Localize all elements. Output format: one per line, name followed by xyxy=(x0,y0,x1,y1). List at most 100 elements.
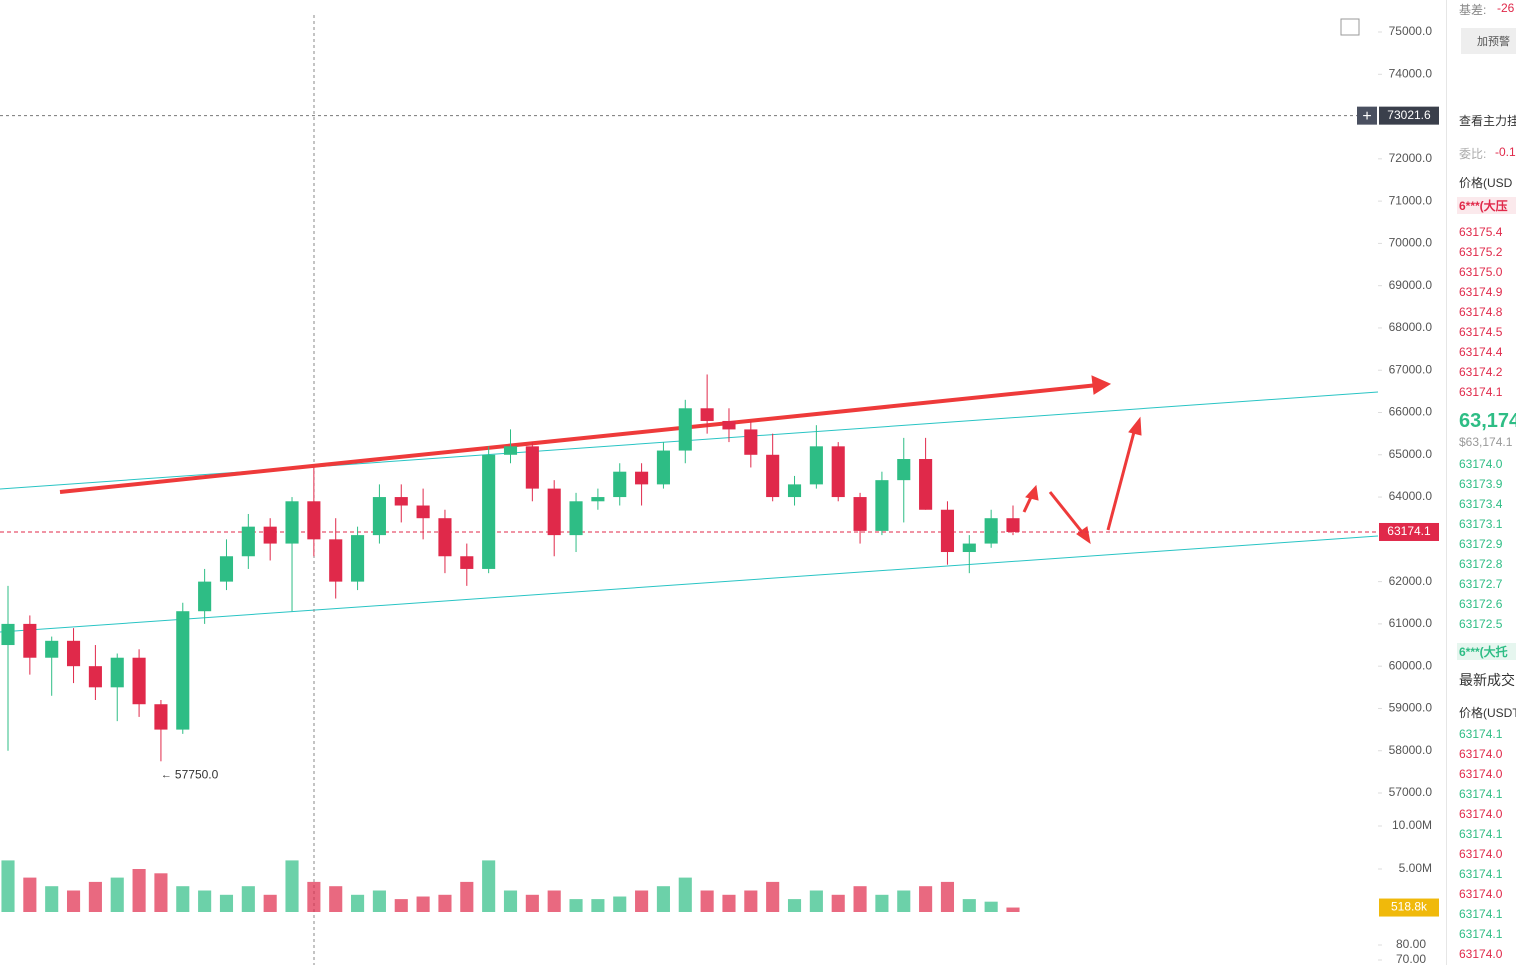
trades-title: 最新成交 xyxy=(1459,672,1515,688)
candle-body xyxy=(897,459,911,481)
candle-body xyxy=(285,501,299,544)
candle-body xyxy=(66,640,81,667)
bid-wall: 6***(大托 xyxy=(1457,643,1516,660)
y-tick-label: 60000.0 xyxy=(1389,658,1433,672)
volume-bar xyxy=(766,881,780,912)
volume-bar xyxy=(1,860,15,912)
volume-bar xyxy=(198,890,212,912)
candle-body xyxy=(460,556,474,569)
candle-body xyxy=(919,459,933,510)
trade-price: 63174.1 xyxy=(1459,907,1503,921)
candle-body xyxy=(722,420,736,430)
volume-tick-label: 5.00M xyxy=(1399,861,1432,875)
y-tick-label: 64000.0 xyxy=(1389,489,1433,503)
trade-price: 63174.1 xyxy=(1459,867,1503,881)
y-tick-label: 69000.0 xyxy=(1389,278,1433,292)
volume-bar xyxy=(787,899,802,912)
candle-body xyxy=(503,446,518,455)
volume-bar xyxy=(569,899,583,912)
y-tick-label: 66000.0 xyxy=(1389,405,1433,419)
candle-body xyxy=(219,556,234,582)
trade-price: 63174.0 xyxy=(1459,887,1503,901)
candle-body xyxy=(394,497,408,506)
volume-bar xyxy=(831,894,845,912)
volume-bar xyxy=(897,890,911,912)
candle-body xyxy=(1006,518,1020,532)
fullscreen-icon[interactable] xyxy=(1340,18,1360,36)
ask-price: 63174.9 xyxy=(1459,285,1503,299)
candle-body xyxy=(940,509,955,553)
volume-bar xyxy=(307,881,321,912)
candle-body xyxy=(613,471,627,498)
order-panel: 基差: -26 加预警 查看主力挂 委比: -0.1 价格(USD 6***(大压 63175.… xyxy=(1446,0,1516,965)
volume-tag xyxy=(1379,898,1439,917)
trade-price: 63174.0 xyxy=(1459,947,1503,961)
candle-body xyxy=(176,611,190,730)
bid-price: 63172.7 xyxy=(1459,577,1503,591)
candle-body xyxy=(635,471,649,485)
volume-bar xyxy=(482,860,496,912)
volume-bar xyxy=(372,890,386,912)
volume-bar xyxy=(591,899,605,912)
candle-body xyxy=(416,505,430,519)
volume-bar xyxy=(66,890,81,912)
volume-bar xyxy=(45,886,59,912)
plus-icon: + xyxy=(1362,108,1371,125)
volume-bar xyxy=(88,881,102,912)
candle-body xyxy=(569,501,583,536)
add-alert-button[interactable] xyxy=(1357,106,1377,125)
volume-bar xyxy=(285,860,299,912)
volume-tick-label: 10.00M xyxy=(1392,818,1432,832)
volume-bar xyxy=(613,896,627,912)
candle-body xyxy=(307,501,321,540)
y-tick-label: 72000.0 xyxy=(1389,151,1433,165)
trade-price: 63174.0 xyxy=(1459,767,1503,781)
volume-bar xyxy=(525,894,539,912)
bid-price: 63174.0 xyxy=(1459,457,1503,471)
y-tick-label: 75000.0 xyxy=(1389,24,1433,38)
candle-body xyxy=(744,429,758,455)
candle-body xyxy=(831,446,845,498)
volume-bar xyxy=(416,896,430,912)
volume-bar xyxy=(984,901,998,912)
volume-bar xyxy=(23,877,37,912)
volume-bar xyxy=(503,890,518,912)
volume-bar xyxy=(700,890,714,912)
volume-bar xyxy=(744,890,758,912)
candle-body xyxy=(132,657,146,705)
volume-bar xyxy=(940,881,955,912)
candle-body xyxy=(45,640,59,658)
volume-bar xyxy=(809,890,823,912)
view-main-link[interactable]: 查看主力挂 xyxy=(1459,114,1516,128)
volume-bar xyxy=(154,873,168,912)
bid-price: 63173.4 xyxy=(1459,497,1503,511)
volume-bar xyxy=(547,890,561,912)
volume-tag-label: 518.8k xyxy=(1391,900,1428,914)
trade-price: 63174.1 xyxy=(1459,827,1503,841)
chart: 75000.0 74000.0 72000.0 71000.0 70000.0 69000… xyxy=(0,15,1439,965)
volume-bar xyxy=(110,877,124,912)
candle-body xyxy=(1,623,15,646)
volume-bar xyxy=(263,894,277,912)
volume-bar xyxy=(853,886,867,912)
ask-price: 63174.2 xyxy=(1459,365,1503,379)
last-price-tag xyxy=(1379,522,1439,541)
candle-body xyxy=(525,446,539,489)
candle-body xyxy=(547,488,561,536)
candle-body xyxy=(372,497,386,536)
ask-price: 63174.1 xyxy=(1459,385,1503,399)
volume-bar xyxy=(919,886,933,912)
channel-lower xyxy=(0,535,1379,633)
candle-body xyxy=(787,484,802,498)
alert-button[interactable]: 加预警 xyxy=(1461,28,1516,54)
candle-body xyxy=(88,666,102,688)
candle-body xyxy=(700,408,714,421)
volume-bar xyxy=(219,894,234,912)
candle-body xyxy=(329,539,343,582)
last-price-usd: $63,174.1 xyxy=(1459,435,1513,449)
y-tick-label: 74000.0 xyxy=(1389,66,1433,80)
candle-body xyxy=(984,518,998,544)
last-price-big: 63,174 xyxy=(1459,410,1516,432)
ask-price: 63174.8 xyxy=(1459,305,1503,319)
